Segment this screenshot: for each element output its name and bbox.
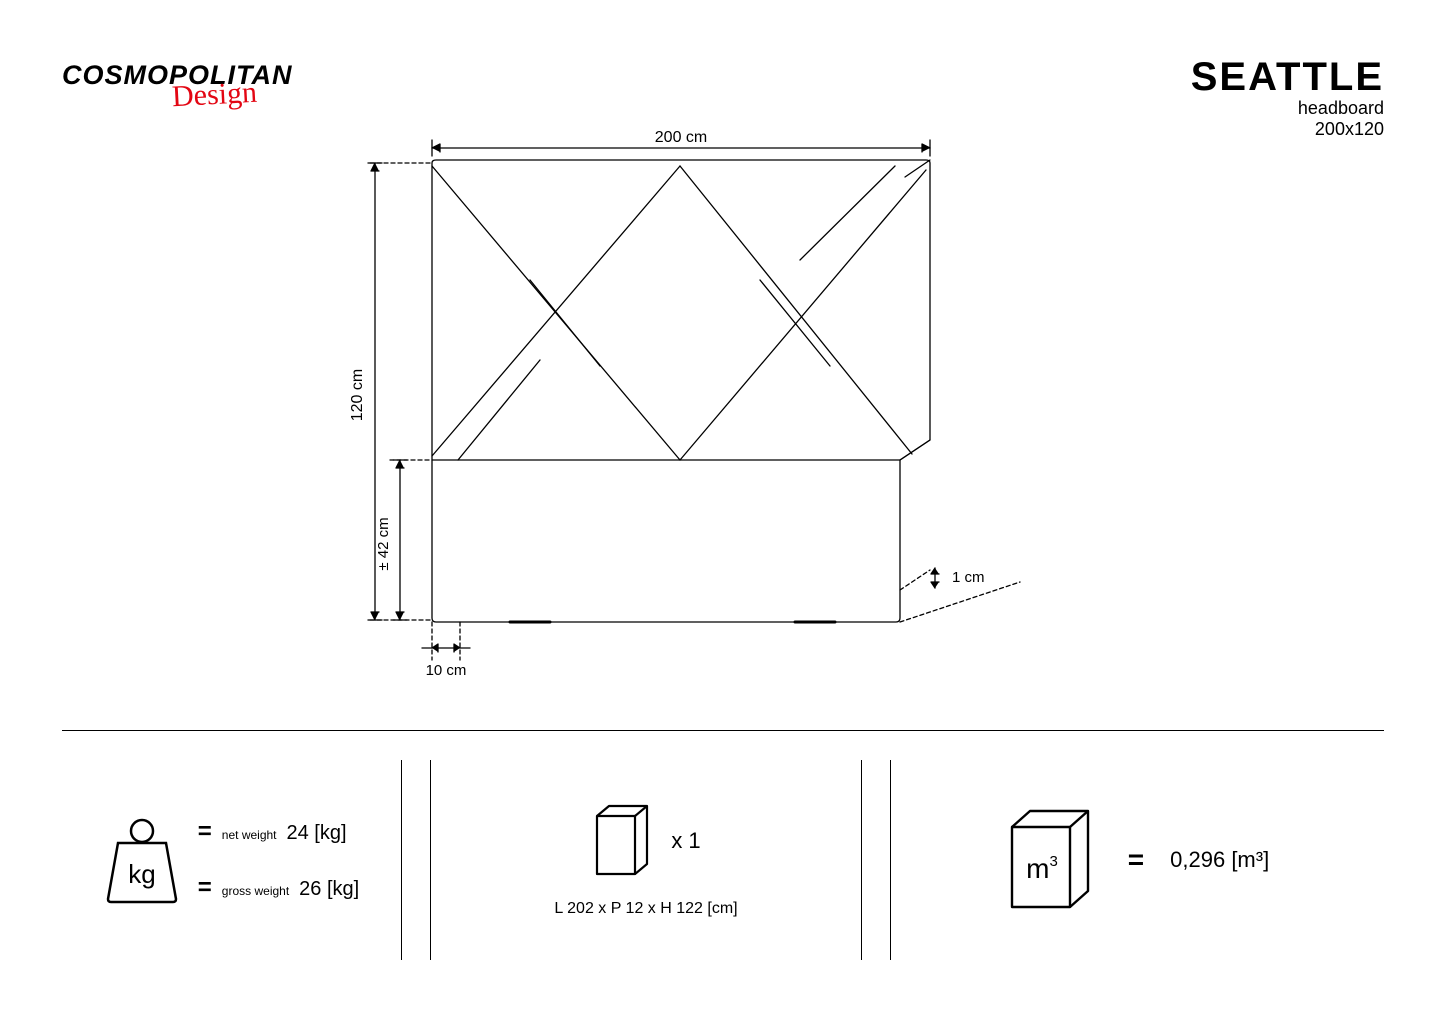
weight-panel: kg = net weight 24 [kg] = gross weight 2… — [62, 760, 402, 960]
volume-box-icon: m3 — [1002, 805, 1102, 915]
product-type: headboard — [1191, 98, 1384, 119]
product-title-block: SEATTLE headboard 200x120 — [1191, 55, 1384, 140]
dim-depth: 10 cm — [426, 662, 467, 679]
net-weight-label: net weight — [222, 828, 277, 842]
equals-sign: = — [1128, 844, 1144, 876]
net-weight-value: 24 [kg] — [287, 822, 347, 845]
divider — [62, 730, 1384, 731]
gross-weight-label: gross weight — [222, 884, 289, 898]
volume-panel: m3 = 0,296 [m³] — [890, 760, 1380, 960]
weight-icon-label: kg — [128, 859, 155, 889]
brand-logo: COSMOPOLITAN Design — [62, 60, 293, 91]
equals-sign: = — [198, 818, 212, 846]
weight-icon: kg — [104, 815, 180, 905]
package-count: x 1 — [671, 828, 700, 854]
dim-lower-height: ± 42 cm — [375, 517, 392, 570]
gross-weight-value: 26 [kg] — [299, 878, 359, 901]
equals-sign: = — [198, 874, 212, 902]
dim-height: 120 cm — [349, 369, 366, 421]
gross-weight-row: = gross weight 26 [kg] — [198, 874, 359, 902]
package-dims: L 202 x P 12 x H 122 [cm] — [554, 900, 737, 918]
dim-foot: 1 cm — [952, 569, 985, 586]
dim-width: 200 cm — [655, 130, 707, 146]
volume-value: 0,296 [m³] — [1170, 847, 1269, 873]
product-name: SEATTLE — [1191, 55, 1384, 100]
product-size: 200x120 — [1191, 119, 1384, 140]
net-weight-row: = net weight 24 [kg] — [198, 818, 359, 846]
package-panel: x 1 L 202 x P 12 x H 122 [cm] — [430, 760, 862, 960]
technical-drawing: 200 cm 120 cm ± 42 cm — [340, 130, 1040, 720]
brand-script: Design — [171, 76, 258, 114]
box-icon — [591, 802, 651, 880]
svg-text:m3: m3 — [1026, 853, 1058, 884]
